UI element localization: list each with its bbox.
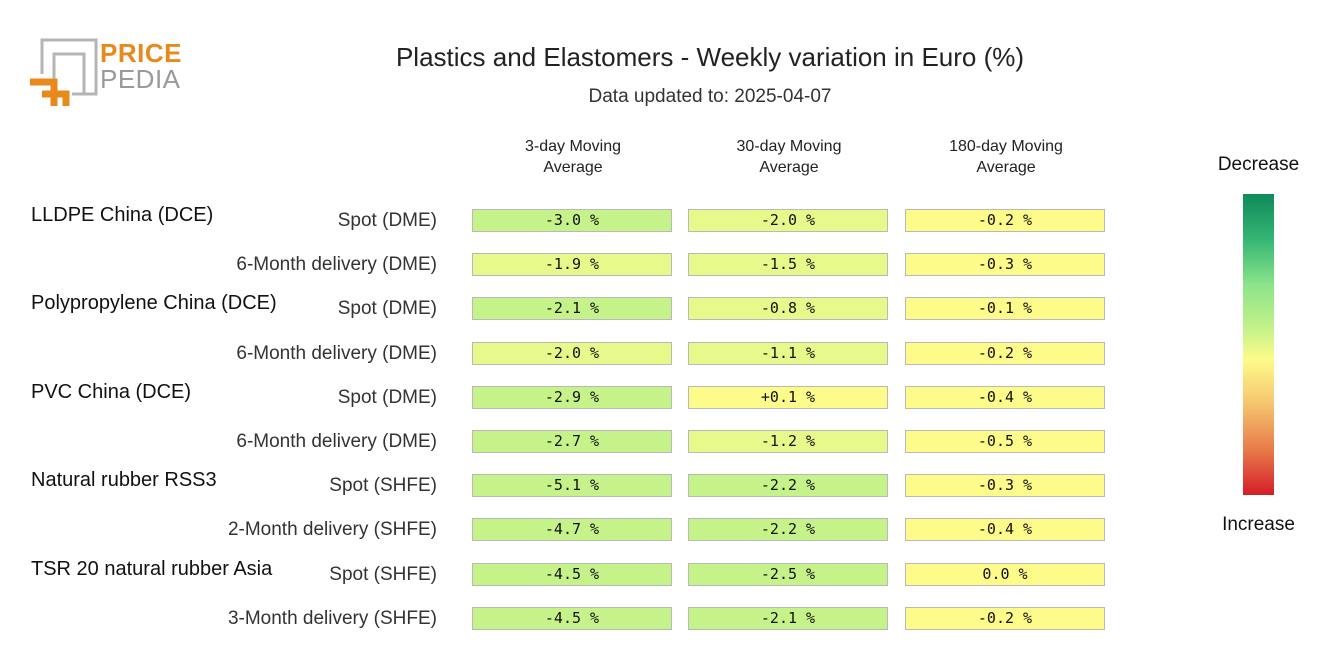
heatmap-cell: -2.1 % [472, 297, 672, 321]
heatmap-cell: -0.3 % [905, 253, 1105, 277]
heatmap-cell: -0.1 % [905, 297, 1105, 321]
chart-title: Plastics and Elastomers - Weekly variati… [395, 42, 1025, 72]
heatmap-cell: -2.0 % [688, 209, 888, 232]
heatmap-cell: +0.1 % [688, 385, 888, 409]
heatmap-cell: -2.7 % [472, 430, 672, 453]
row-label: 3-Month delivery (SHFE) [227, 607, 437, 629]
column-header: 180-day Moving Average [949, 138, 1063, 176]
chart-subtitle: Data updated to: 2025-04-07 [588, 86, 832, 107]
row-label: Spot (DME) [337, 210, 437, 231]
heatmap-cell: -2.2 % [688, 474, 888, 498]
group-label: TSR 20 natural rubber Asia [31, 557, 273, 580]
heatmap-cell: 0.0 % [905, 562, 1105, 586]
row-label: Spot (SHFE) [329, 475, 437, 497]
legend-color-scale [1243, 194, 1274, 495]
heatmap-cell: -2.0 % [472, 341, 672, 365]
legend-decrease-label: Decrease [1217, 154, 1300, 175]
heatmap-cell: -5.1 % [472, 474, 672, 498]
column-header: 3-day Moving Average [524, 138, 622, 176]
heatmap-cell: -0.2 % [905, 341, 1105, 365]
heatmap-cell: -2.5 % [688, 562, 888, 586]
heatmap-cell: -1.2 % [688, 430, 888, 453]
row-label: 6-Month delivery (DME) [236, 342, 437, 364]
heatmap-cell: -2.1 % [688, 606, 888, 630]
heatmap-cell: -2.9 % [472, 385, 672, 409]
group-label: Polypropylene China (DCE) [31, 292, 277, 315]
group-label: PVC China (DCE) [31, 380, 192, 403]
heatmap-cell: -2.2 % [688, 518, 888, 542]
pricepedia-logo: PRICE PEDIA [28, 36, 188, 112]
heatmap-cell: -1.1 % [688, 341, 888, 365]
row-label: Spot (SHFE) [329, 563, 437, 585]
group-label: LLDPE China (DCE) [31, 204, 214, 226]
heatmap-cell: -0.3 % [905, 474, 1105, 498]
column-header: 30-day Moving Average [736, 138, 842, 176]
heatmap-cell: -4.5 % [472, 606, 672, 630]
row-label: 6-Month delivery (DME) [236, 254, 437, 276]
heatmap-cell: -3.0 % [472, 209, 672, 232]
heatmap-cell: -0.2 % [905, 606, 1105, 630]
heatmap-cell: -4.5 % [472, 562, 672, 586]
heatmap-cell: -0.2 % [905, 209, 1105, 232]
heatmap-cell: -1.9 % [472, 253, 672, 277]
legend-increase-label: Increase [1222, 514, 1295, 535]
logo-text-pedia: PEDIA [100, 64, 181, 94]
row-label: Spot (DME) [337, 298, 437, 320]
logo-text-price: PRICE [100, 38, 182, 68]
heatmap-cell: -1.5 % [688, 253, 888, 277]
row-label: 6-Month delivery (DME) [236, 431, 437, 452]
pricepedia-logo-mark [30, 38, 98, 106]
heatmap-cell: -0.4 % [905, 518, 1105, 542]
heatmap-cell: -0.5 % [905, 430, 1105, 453]
heatmap-cell: -4.7 % [472, 518, 672, 542]
heatmap-cell: -0.4 % [905, 385, 1105, 409]
heatmap-cell: -0.8 % [688, 297, 888, 321]
group-label: Natural rubber RSS3 [31, 469, 217, 492]
row-label: 2-Month delivery (SHFE) [227, 519, 437, 541]
row-label: Spot (DME) [337, 386, 437, 408]
